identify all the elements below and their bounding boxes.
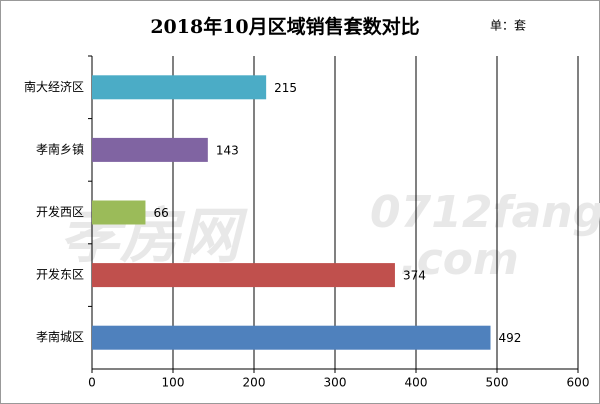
x-tick-label: 500 — [486, 376, 509, 390]
x-tick-label: 100 — [162, 376, 185, 390]
bar — [92, 325, 491, 350]
y-tick-label: 孝南城区 — [36, 329, 84, 344]
watermark: 孝房网 0712fang .com — [60, 187, 600, 285]
y-tick-label: 开发西区 — [36, 204, 84, 219]
watermark-text: .com — [400, 234, 519, 285]
watermark-text: 0712fang — [370, 187, 600, 238]
value-label: 66 — [153, 206, 168, 220]
bar — [92, 200, 146, 225]
bar — [92, 75, 267, 100]
x-tick-label: 0 — [88, 376, 96, 390]
value-label: 215 — [274, 81, 297, 95]
value-label: 374 — [403, 269, 426, 283]
watermark-text: 孝房网 — [60, 202, 248, 272]
y-tick-label: 开发东区 — [36, 267, 84, 282]
y-tick-label: 南大经济区 — [24, 79, 84, 94]
unit-note: 单：套 — [490, 19, 526, 33]
x-tick-label: 400 — [405, 376, 428, 390]
x-tick-label: 200 — [243, 376, 266, 390]
x-tick-label: 600 — [567, 376, 590, 390]
chart-title: 2018年10月区域销售套数对比 — [150, 15, 419, 38]
x-tick-label: 300 — [324, 376, 347, 390]
bar — [92, 263, 395, 288]
y-tick-label: 孝南乡镇 — [36, 141, 84, 156]
bar — [92, 137, 208, 162]
value-label: 143 — [216, 143, 239, 157]
value-label: 492 — [499, 331, 522, 345]
